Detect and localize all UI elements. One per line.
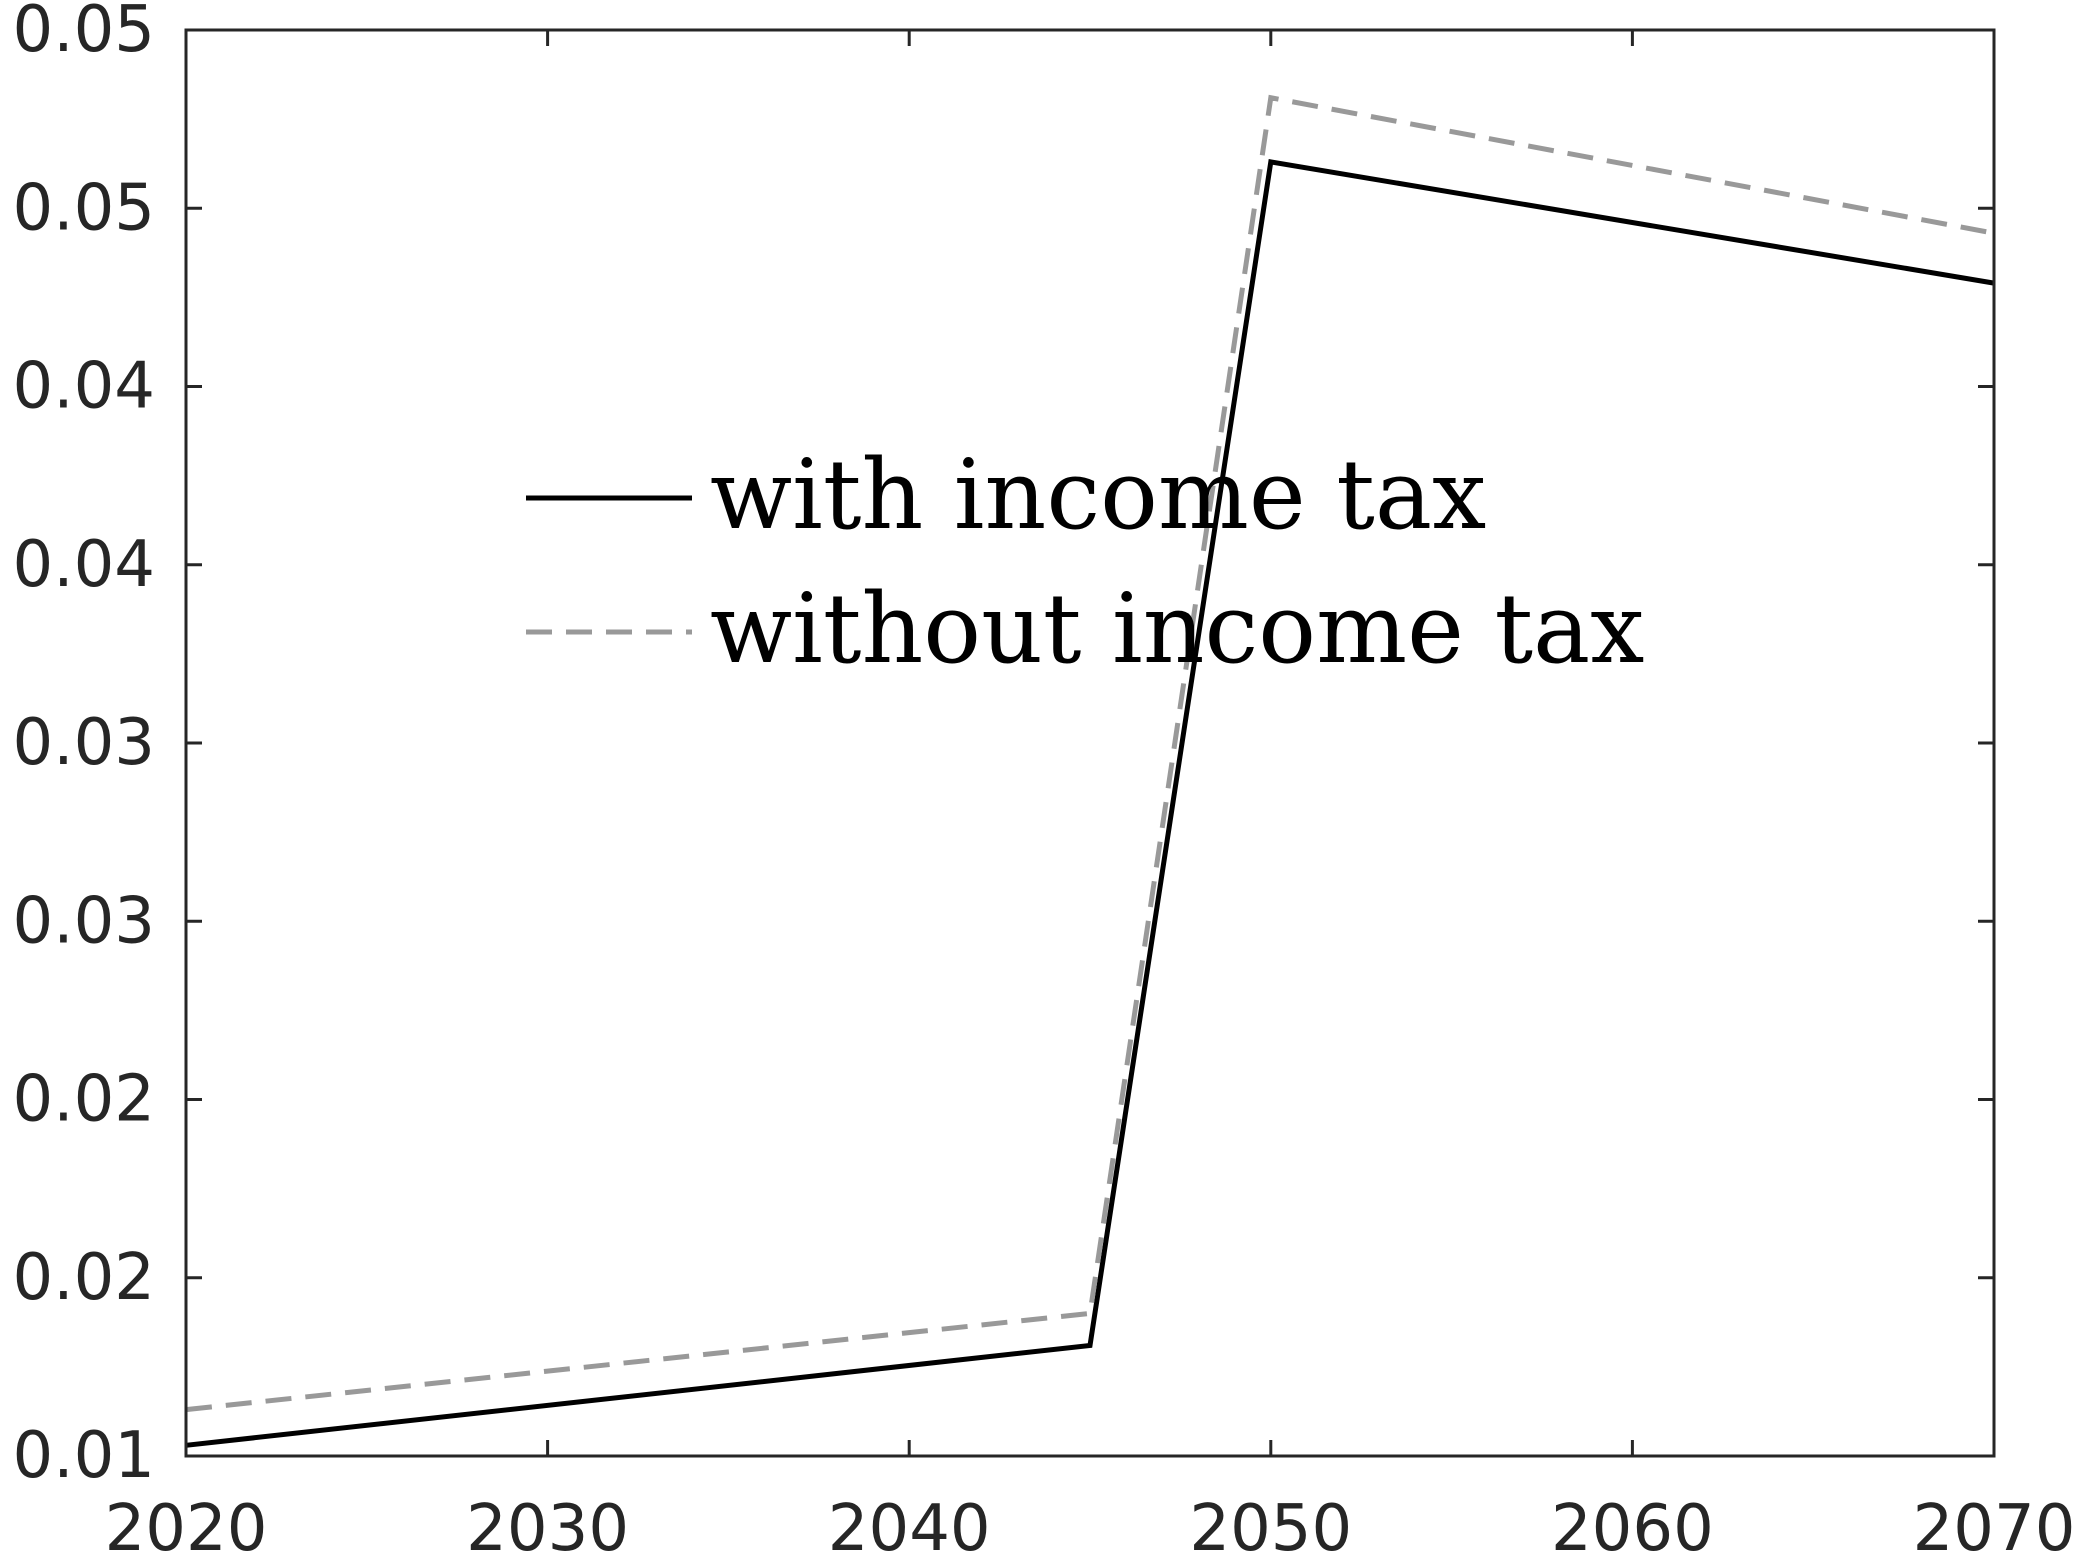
y-tick-label: 0.01 xyxy=(13,1419,156,1493)
y-tick-label: 0.02 xyxy=(13,1063,156,1137)
y-tick-label: 0.02 xyxy=(13,1241,156,1315)
legend-label-1: with income tax xyxy=(710,439,1486,551)
x-axis-tick-labels: 2020 2030 2040 2050 2060 2070 xyxy=(105,1492,2076,1554)
y-tick-label: 0.04 xyxy=(13,528,156,602)
legend-label-2: without income tax xyxy=(710,573,1644,685)
x-tick-label: 2050 xyxy=(1189,1492,1352,1554)
x-tick-label: 2030 xyxy=(466,1492,629,1554)
x-tick-label: 2020 xyxy=(105,1492,268,1554)
series-layer xyxy=(185,94,1995,1448)
series-line-2 xyxy=(185,94,1995,1413)
axis-ticks xyxy=(184,28,1996,1458)
y-tick-label: 0.05 xyxy=(13,0,156,67)
y-tick-label: 0.03 xyxy=(13,706,156,780)
series-line-1 xyxy=(185,159,1995,1448)
x-tick-label: 2060 xyxy=(1551,1492,1714,1554)
plot-area-frame xyxy=(184,28,1996,1458)
x-tick-label: 2070 xyxy=(1913,1492,2076,1554)
y-tick-label: 0.03 xyxy=(13,884,156,958)
x-tick-label: 2040 xyxy=(828,1492,991,1554)
y-tick-label: 0.04 xyxy=(13,350,156,424)
y-tick-label: 0.05 xyxy=(13,171,156,245)
y-axis-tick-labels: 0.01 0.02 0.02 0.03 0.03 0.04 0.04 0.05 0.05 xyxy=(13,0,156,1493)
legend: with income tax without income tax xyxy=(526,439,1644,685)
